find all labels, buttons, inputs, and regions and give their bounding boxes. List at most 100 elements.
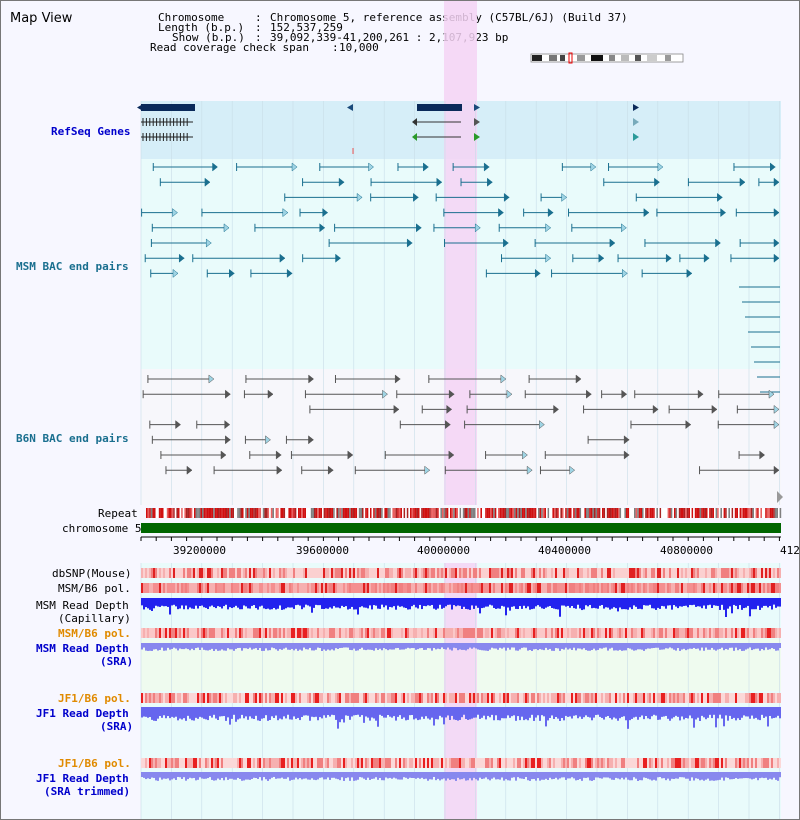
- pol-mark: [379, 628, 381, 638]
- depth-bar: [559, 598, 561, 617]
- depth-bar: [331, 772, 333, 778]
- gene-arrow: [633, 133, 639, 141]
- depth-bar: [349, 772, 351, 781]
- depth-bar: [523, 598, 525, 606]
- pol-mark: [403, 628, 405, 638]
- repeat-mark: [253, 508, 255, 518]
- depth-bar: [771, 598, 773, 610]
- pol-mark: [395, 568, 397, 578]
- b6n-bac-pair-arrow: [623, 450, 630, 460]
- depth-bar: [577, 598, 579, 605]
- repeat-mark: [736, 508, 738, 518]
- pol-mark: [603, 628, 605, 638]
- pol-mark: [273, 758, 275, 768]
- pol-mark: [741, 583, 743, 593]
- pol-mark: [331, 758, 333, 768]
- pol-mark: [285, 693, 287, 703]
- depth-bar: [697, 598, 699, 607]
- pol-mark: [321, 693, 323, 703]
- pol-mark: [439, 693, 441, 703]
- depth-bar: [375, 598, 377, 606]
- track-label-jf1-b6-pol[interactable]: JF1/B6 pol.: [58, 692, 131, 705]
- depth-bar: [433, 643, 435, 648]
- depth-bar: [263, 643, 265, 651]
- repeat-mark: [678, 508, 681, 518]
- track-label-jf1-depth-trimmed[interactable]: JF1 Read Depth: [36, 772, 129, 785]
- track-label-refseq[interactable]: RefSeq Genes: [51, 125, 131, 138]
- pol-mark: [187, 583, 189, 593]
- depth-bar: [415, 772, 417, 779]
- pol-mark: [451, 758, 453, 768]
- pol-mark: [489, 693, 491, 703]
- pol-mark: [161, 628, 163, 638]
- pol-mark: [641, 568, 643, 578]
- track-label-msm-depth-capillary[interactable]: MSM Read Depth: [36, 599, 129, 612]
- pol-mark: [491, 583, 493, 593]
- depth-bar: [675, 707, 677, 716]
- pol-mark: [625, 628, 627, 638]
- pol-mark: [665, 568, 667, 578]
- depth-bar: [147, 772, 149, 779]
- repeat-mark: [512, 508, 514, 518]
- pol-mark: [171, 583, 173, 593]
- depth-bar: [485, 772, 487, 778]
- pol-mark: [209, 568, 211, 578]
- pol-mark: [655, 758, 657, 768]
- depth-bar: [557, 772, 559, 780]
- track-label-b6n-bac[interactable]: B6N BAC end pairs: [16, 432, 129, 445]
- repeat-mark: [214, 508, 217, 518]
- depth-bar: [377, 772, 379, 780]
- msm-bac-pair-arrow: [406, 238, 413, 248]
- track-label-dbsnp[interactable]: dbSNP(Mouse): [52, 567, 132, 580]
- repeat-mark: [470, 508, 473, 518]
- pol-mark: [547, 693, 549, 703]
- track-label-jf1-b6-pol-trimmed[interactable]: JF1/B6 pol.: [58, 757, 131, 770]
- depth-bar: [341, 707, 343, 720]
- pol-mark: [721, 628, 723, 638]
- pol-mark: [675, 628, 677, 638]
- repeat-mark: [155, 508, 158, 518]
- pol-mark: [353, 758, 355, 768]
- track-label-msm-b6-pol[interactable]: MSM/B6 pol.: [58, 582, 131, 595]
- pol-mark: [757, 628, 759, 638]
- depth-bar: [597, 643, 599, 650]
- track-label-jf1-depth-sra[interactable]: JF1 Read Depth: [36, 707, 129, 720]
- pol-mark: [425, 583, 427, 593]
- depth-bar: [515, 707, 517, 721]
- depth-bar: [185, 643, 187, 649]
- track-label-msm-depth-sra[interactable]: MSM Read Depth: [36, 642, 129, 655]
- depth-bar: [431, 598, 433, 605]
- pol-mark: [429, 568, 431, 578]
- depth-bar: [401, 598, 403, 607]
- pol-mark: [199, 628, 201, 638]
- depth-bar: [141, 643, 143, 650]
- depth-bar: [767, 598, 769, 608]
- track-label-chromosome[interactable]: chromosome 5: [62, 522, 142, 535]
- pol-mark: [391, 628, 393, 638]
- depth-bar: [619, 643, 621, 650]
- pol-mark: [555, 628, 557, 638]
- pol-mark: [443, 693, 445, 703]
- repeat-mark: [646, 508, 649, 518]
- repeat-mark: [624, 508, 626, 518]
- track-label-repeat[interactable]: Repeat: [98, 507, 138, 520]
- track-label-msm-b6-pol-sra[interactable]: MSM/B6 pol.: [58, 627, 131, 640]
- depth-bar: [673, 598, 675, 606]
- pol-mark: [217, 628, 219, 638]
- repeat-mark: [309, 508, 311, 518]
- depth-bar: [171, 643, 173, 649]
- depth-bar: [233, 598, 235, 608]
- chromosome-ideogram[interactable]: [529, 52, 687, 64]
- depth-bar: [647, 643, 649, 649]
- pol-mark: [377, 693, 379, 703]
- pol-mark: [395, 628, 397, 638]
- b6n-bac-pair-arrow: [308, 374, 314, 384]
- pol-mark: [569, 568, 571, 578]
- pol-mark: [293, 758, 295, 768]
- depth-bar: [757, 598, 759, 606]
- depth-bar: [757, 772, 759, 781]
- track-label-msm-bac[interactable]: MSM BAC end pairs: [16, 260, 129, 273]
- depth-bar: [271, 643, 273, 648]
- pol-mark: [501, 628, 503, 638]
